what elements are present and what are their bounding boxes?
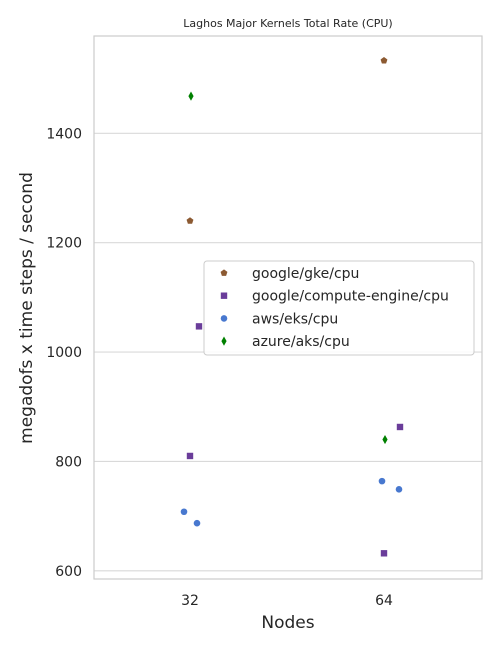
legend-box bbox=[203, 260, 475, 356]
x-axis-label: Nodes bbox=[261, 613, 314, 633]
y-tick-label-800: 800 bbox=[55, 454, 82, 470]
data-point-2-3 bbox=[395, 486, 403, 493]
y-tick-label-1200: 1200 bbox=[46, 236, 82, 252]
data-point-3-0 bbox=[188, 91, 194, 101]
data-point-2-2 bbox=[378, 477, 386, 485]
y-axis: 600 800 1000 1200 1400 bbox=[46, 126, 82, 579]
x-axis: 32 64 bbox=[181, 593, 393, 609]
legend-marker-2 bbox=[220, 315, 228, 322]
legend-marker-3 bbox=[221, 336, 227, 346]
y-axis-label: megadofs x time steps / second bbox=[17, 172, 37, 444]
legend-label-3: azure/aks/cpu bbox=[252, 334, 350, 350]
data-point-0-0 bbox=[186, 217, 194, 224]
legend-label-2: aws/eks/cpu bbox=[252, 311, 338, 327]
legend-label-0: google/gke/cpu bbox=[252, 266, 359, 282]
plot-frame bbox=[93, 35, 483, 580]
data-point-1-2 bbox=[396, 423, 404, 431]
legend: google/gke/cpu google/compute-engine/cpu a… bbox=[203, 260, 475, 356]
x-tick-label-32: 32 bbox=[181, 593, 199, 609]
data-point-3-1 bbox=[382, 434, 388, 445]
legend-label-1: google/compute-engine/cpu bbox=[252, 289, 449, 305]
data-point-0-1 bbox=[380, 57, 388, 64]
data-point-1-1 bbox=[186, 452, 194, 460]
data-point-1-3 bbox=[380, 550, 388, 557]
y-tick-label-1000: 1000 bbox=[46, 345, 82, 361]
x-tick-label-64: 64 bbox=[375, 593, 393, 609]
data-point-2-1 bbox=[193, 519, 201, 527]
data-point-1-0 bbox=[195, 323, 203, 330]
y-tick-label-600: 600 bbox=[55, 564, 82, 580]
data-points bbox=[180, 57, 404, 557]
data-point-2-0 bbox=[180, 508, 188, 516]
chart-title: Laghos Major Kernels Total Rate (CPU) bbox=[183, 17, 392, 30]
y-tick-label-1400: 1400 bbox=[46, 126, 82, 142]
legend-marker-1 bbox=[220, 292, 228, 299]
legend-marker-0 bbox=[220, 269, 228, 276]
